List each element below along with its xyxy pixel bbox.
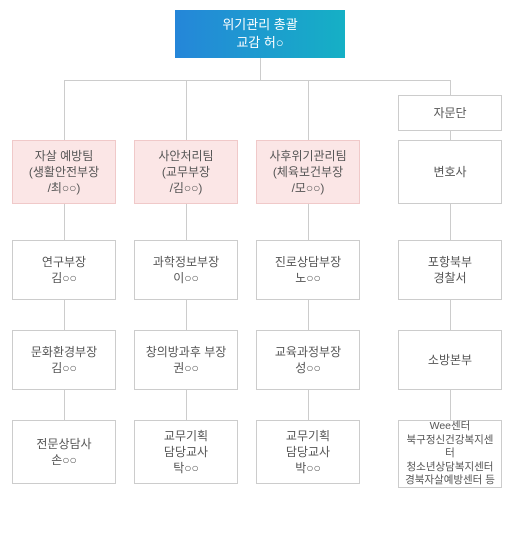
pro-counselor: 전문상담사 손○○ — [12, 420, 116, 484]
external-centers: Wee센터 북구정신건강복지센터 청소년상담복지센터 경북자살예방센터 등 — [398, 420, 502, 488]
team-title: 사안처리팀 — [158, 148, 213, 164]
curriculum-head: 교육과정부장 성○○ — [256, 330, 360, 390]
creative-afterschool-head: 창의방과후 부장 권○○ — [134, 330, 238, 390]
label: 교육과정부장 — [275, 344, 341, 360]
label: 문화환경부장 — [31, 344, 97, 360]
team-sub2: /최○○) — [48, 180, 81, 196]
research-head: 연구부장 김○○ — [12, 240, 116, 300]
l2: 북구정신건강복지센터 — [403, 434, 497, 461]
name: 성○○ — [295, 360, 321, 376]
name: 김○○ — [51, 270, 77, 286]
label: 소방본부 — [428, 352, 472, 368]
academic-plan-teacher-2: 교무기획 담당교사 박○○ — [256, 420, 360, 484]
advisory-box: 자문단 — [398, 95, 502, 131]
label: 진로상담부장 — [275, 254, 341, 270]
advisory-label: 자문단 — [433, 105, 466, 121]
name: 탁○○ — [173, 460, 199, 476]
team-suicide-prevention: 자살 예방팀 (생활안전부장 /최○○) — [12, 140, 116, 204]
l4: 경북자살예방센터 등 — [405, 474, 495, 488]
l1: 교무기획 — [286, 428, 330, 444]
name: 박○○ — [295, 460, 321, 476]
team-sub: (교무부장 — [162, 164, 210, 180]
label: 포항북부 — [428, 254, 472, 270]
l1: 교무기획 — [164, 428, 208, 444]
root-subtitle: 교감 허○ — [236, 34, 283, 52]
team-sub: (생활안전부장 — [29, 164, 99, 180]
science-info-head: 과학정보부장 이○○ — [134, 240, 238, 300]
label: 전문상담사 — [36, 436, 91, 452]
label: 연구부장 — [42, 254, 86, 270]
fire-hq: 소방본부 — [398, 330, 502, 390]
l2: 담당교사 — [164, 444, 208, 460]
l1: Wee센터 — [430, 420, 471, 434]
label: 창의방과후 부장 — [146, 344, 227, 360]
team-title: 사후위기관리팀 — [269, 148, 346, 164]
l2: 담당교사 — [286, 444, 330, 460]
team-post-crisis: 사후위기관리팀 (체육보건부장 /모○○) — [256, 140, 360, 204]
name: 이○○ — [173, 270, 199, 286]
name: 손○○ — [51, 452, 77, 468]
name: 권○○ — [173, 360, 199, 376]
lawyer-box: 변호사 — [398, 140, 502, 204]
team-title: 자살 예방팀 — [35, 148, 94, 164]
label: 과학정보부장 — [153, 254, 219, 270]
label2: 경찰서 — [433, 270, 466, 286]
team-sub: (체육보건부장 — [273, 164, 343, 180]
team-case-handling: 사안처리팀 (교무부장 /김○○) — [134, 140, 238, 204]
lawyer-label: 변호사 — [433, 164, 466, 180]
name: 노○○ — [295, 270, 321, 286]
name: 김○○ — [51, 360, 77, 376]
culture-env-head: 문화환경부장 김○○ — [12, 330, 116, 390]
police-station: 포항북부 경찰서 — [398, 240, 502, 300]
career-counsel-head: 진로상담부장 노○○ — [256, 240, 360, 300]
team-sub2: /김○○) — [170, 180, 203, 196]
root-title: 위기관리 총괄 — [222, 16, 297, 34]
l3: 청소년상담복지센터 — [407, 461, 494, 475]
academic-plan-teacher-1: 교무기획 담당교사 탁○○ — [134, 420, 238, 484]
team-sub2: /모○○) — [292, 180, 325, 196]
root-node: 위기관리 총괄 교감 허○ — [175, 10, 345, 58]
